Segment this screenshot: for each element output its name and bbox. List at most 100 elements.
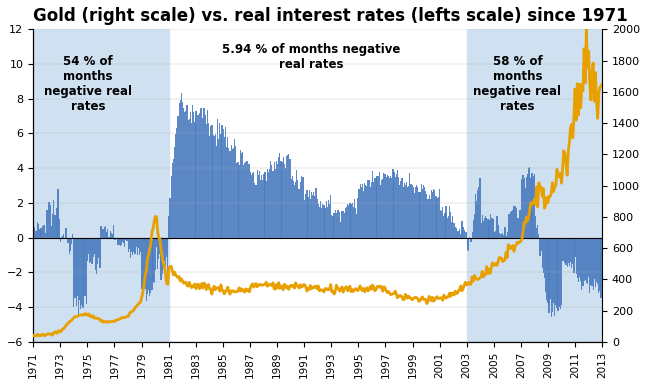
Bar — [153, 238, 154, 282]
Bar — [333, 216, 334, 238]
Bar — [478, 187, 479, 238]
Bar — [316, 199, 318, 238]
Bar — [563, 238, 564, 261]
Bar — [578, 238, 579, 282]
Bar — [558, 238, 560, 306]
Bar — [538, 234, 540, 238]
Bar — [103, 229, 104, 238]
Bar — [472, 232, 473, 238]
Bar — [294, 185, 295, 238]
Bar — [528, 168, 529, 238]
Bar — [549, 238, 551, 300]
Bar — [373, 182, 374, 238]
Bar — [424, 187, 425, 238]
Bar — [474, 214, 475, 238]
Bar — [86, 238, 87, 304]
Bar — [177, 116, 179, 238]
Bar — [354, 199, 355, 238]
Bar — [589, 238, 590, 293]
Bar — [586, 238, 587, 283]
Bar — [388, 176, 389, 238]
Bar — [109, 231, 111, 238]
Bar — [490, 214, 491, 238]
Bar — [588, 238, 589, 278]
Bar — [380, 185, 381, 238]
Bar — [47, 210, 49, 238]
Bar — [593, 238, 594, 290]
Bar — [303, 177, 304, 238]
Bar — [180, 100, 181, 238]
Bar — [371, 182, 372, 238]
Bar — [218, 139, 219, 238]
Bar — [270, 161, 271, 238]
Bar — [345, 208, 346, 238]
Bar — [579, 238, 580, 277]
Bar — [597, 238, 598, 284]
Bar — [32, 230, 34, 238]
Bar — [384, 174, 386, 238]
Bar — [33, 29, 169, 342]
Bar — [309, 190, 310, 238]
Bar — [301, 176, 302, 238]
Bar — [144, 238, 145, 286]
Bar — [230, 146, 232, 238]
Bar — [575, 238, 576, 257]
Bar — [315, 188, 316, 238]
Bar — [139, 238, 140, 255]
Bar — [446, 218, 448, 238]
Bar — [234, 139, 235, 238]
Bar — [115, 238, 116, 241]
Bar — [58, 189, 59, 238]
Bar — [114, 238, 115, 240]
Bar — [470, 238, 472, 242]
Bar — [531, 173, 532, 238]
Bar — [61, 237, 62, 238]
Bar — [182, 102, 183, 238]
Bar — [274, 162, 275, 238]
Bar — [179, 102, 180, 238]
Text: Gold (right scale) vs. real interest rates (lefts scale) since 1971: Gold (right scale) vs. real interest rat… — [33, 7, 628, 25]
Bar — [89, 238, 91, 263]
Bar — [267, 169, 268, 238]
Bar — [120, 238, 121, 246]
Bar — [78, 238, 79, 315]
Bar — [523, 178, 525, 238]
Bar — [437, 197, 439, 238]
Bar — [476, 201, 477, 238]
Bar — [581, 238, 582, 290]
Bar — [432, 192, 433, 238]
Bar — [425, 191, 426, 238]
Bar — [362, 184, 363, 238]
Bar — [482, 215, 483, 238]
Bar — [360, 187, 362, 238]
Bar — [333, 213, 334, 238]
Bar — [293, 181, 294, 238]
Bar — [393, 172, 395, 238]
Bar — [153, 238, 155, 283]
Bar — [162, 238, 164, 268]
Bar — [600, 238, 602, 298]
Bar — [405, 184, 406, 238]
Bar — [132, 238, 133, 256]
Bar — [146, 238, 147, 301]
Bar — [522, 175, 523, 238]
Bar — [460, 234, 461, 238]
Bar — [452, 216, 454, 238]
Bar — [186, 105, 188, 238]
Bar — [140, 238, 141, 252]
Bar — [466, 29, 602, 342]
Bar — [239, 150, 241, 238]
Bar — [281, 162, 283, 238]
Bar — [439, 189, 440, 238]
Bar — [232, 149, 233, 238]
Bar — [440, 210, 441, 238]
Bar — [595, 238, 596, 287]
Bar — [477, 190, 478, 238]
Bar — [596, 238, 597, 283]
Bar — [241, 153, 242, 238]
Bar — [159, 238, 160, 254]
Bar — [37, 222, 38, 238]
Bar — [311, 192, 312, 238]
Bar — [168, 216, 170, 238]
Bar — [149, 238, 150, 296]
